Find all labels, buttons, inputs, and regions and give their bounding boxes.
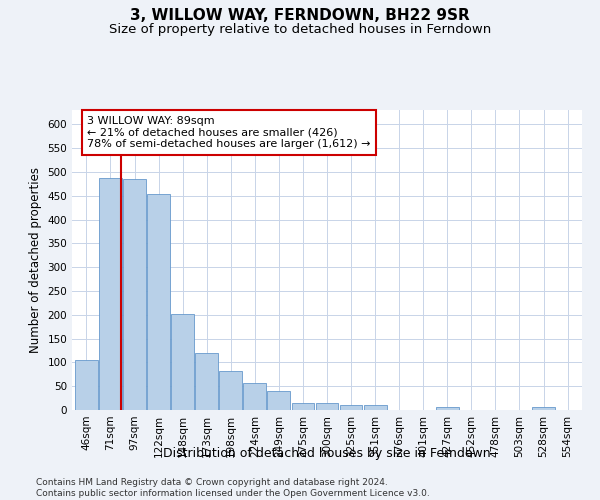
Text: 3, WILLOW WAY, FERNDOWN, BH22 9SR: 3, WILLOW WAY, FERNDOWN, BH22 9SR bbox=[130, 8, 470, 22]
Bar bbox=[220, 371, 242, 410]
Text: Distribution of detached houses by size in Ferndown: Distribution of detached houses by size … bbox=[163, 448, 491, 460]
Bar bbox=[532, 406, 555, 410]
Text: 3 WILLOW WAY: 89sqm
← 21% of detached houses are smaller (426)
78% of semi-detac: 3 WILLOW WAY: 89sqm ← 21% of detached ho… bbox=[88, 116, 371, 149]
Bar bbox=[436, 406, 459, 410]
Bar bbox=[75, 360, 98, 410]
Bar bbox=[316, 403, 338, 410]
Bar bbox=[147, 194, 170, 410]
Text: Size of property relative to detached houses in Ferndown: Size of property relative to detached ho… bbox=[109, 22, 491, 36]
Text: Contains HM Land Registry data © Crown copyright and database right 2024.
Contai: Contains HM Land Registry data © Crown c… bbox=[36, 478, 430, 498]
Y-axis label: Number of detached properties: Number of detached properties bbox=[29, 167, 42, 353]
Bar bbox=[364, 405, 386, 410]
Bar bbox=[292, 403, 314, 410]
Bar bbox=[340, 405, 362, 410]
Bar bbox=[244, 384, 266, 410]
Bar bbox=[171, 314, 194, 410]
Bar bbox=[268, 391, 290, 410]
Bar bbox=[99, 178, 122, 410]
Bar bbox=[195, 353, 218, 410]
Bar bbox=[123, 179, 146, 410]
